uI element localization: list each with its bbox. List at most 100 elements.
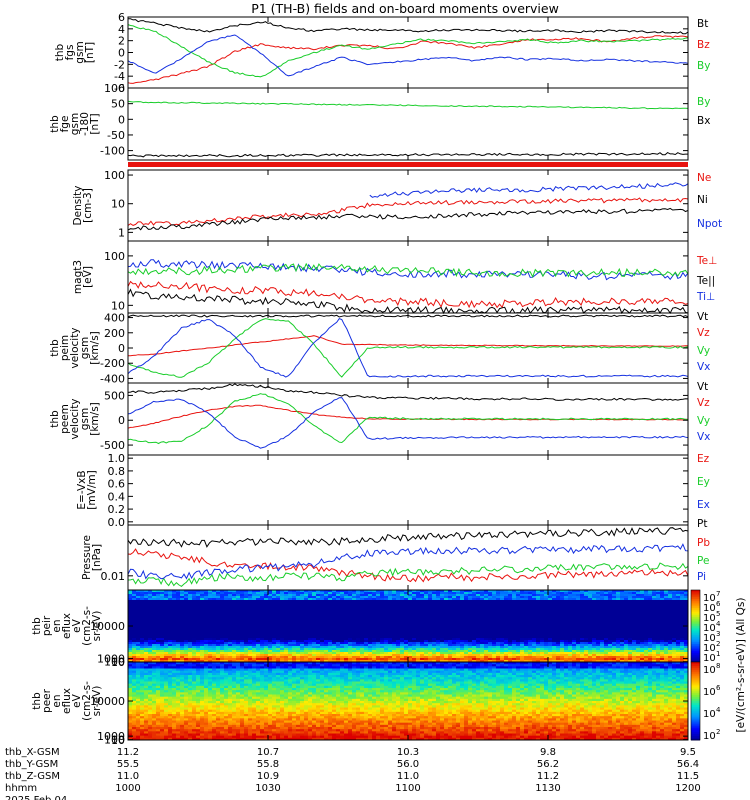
spectrogram-cell: [228, 646, 233, 649]
spectrogram-cell: [316, 604, 321, 607]
spectrogram-cell: [152, 650, 157, 653]
spectrogram-cell: [220, 604, 225, 607]
spectrogram-cell: [380, 660, 385, 663]
spectrogram-cell: [304, 614, 309, 617]
spectrogram-cell: [360, 604, 365, 607]
spectrogram-cell: [152, 626, 157, 629]
spectrogram-cell: [200, 624, 205, 627]
spectrogram-cell: [328, 642, 333, 645]
spectrogram-cell: [372, 618, 377, 621]
spectrogram-cell: [364, 598, 369, 601]
spectrogram-cell: [296, 652, 301, 655]
spectrogram-cell: [172, 622, 177, 625]
spectrogram-cell: [340, 618, 345, 621]
spectrogram-cell: [136, 612, 141, 615]
spectrogram-cell: [288, 602, 293, 605]
spectrogram-cell: [156, 624, 161, 627]
spectrogram-cell: [320, 642, 325, 645]
spectrogram-cell: [368, 642, 373, 645]
spectrogram-cell: [224, 598, 229, 601]
spectrogram-cell: [224, 646, 229, 649]
spectrogram-cell: [224, 600, 229, 603]
spectrogram-cell: [180, 654, 185, 657]
spectrogram-cell: [376, 646, 381, 649]
spectrogram-cell: [160, 614, 165, 617]
spectrogram-cell: [320, 612, 325, 615]
spectrogram-cell: [252, 630, 257, 633]
spectrogram-cell: [300, 630, 305, 633]
spectrogram-cell: [348, 616, 353, 619]
spectrogram-cell: [192, 640, 197, 643]
spectrogram-cell: [380, 598, 385, 601]
y-axis-label-line: [km/s]: [89, 402, 101, 436]
spectrogram-cell: [372, 610, 377, 613]
spectrogram-cell: [192, 596, 197, 599]
spectrogram-cell: [264, 622, 269, 625]
spectrogram-cell: [376, 604, 381, 607]
legend-Vy: Vy: [697, 345, 710, 357]
spectrogram-cell: [184, 600, 189, 603]
spectrogram-cell: [216, 618, 221, 621]
spectrogram-cell: [252, 608, 257, 611]
spectrogram-cell: [324, 616, 329, 619]
spectrogram-cell: [128, 602, 133, 605]
spectrogram-cell: [264, 640, 269, 643]
spectrogram-cell: [164, 618, 169, 621]
spectrogram-cell: [368, 594, 373, 597]
spectrogram-cell: [196, 600, 201, 603]
spectrogram-cell: [308, 646, 313, 649]
spectrogram-cell: [244, 640, 249, 643]
spectrogram-cell: [348, 644, 353, 647]
spectrogram-cell: [168, 598, 173, 601]
spectrogram-cell: [160, 594, 165, 597]
spectrogram-cell: [228, 638, 233, 641]
spectrogram-cell: [288, 622, 293, 625]
spectrogram-cell: [188, 650, 193, 653]
spectrogram-cell: [328, 632, 333, 635]
spectrogram-cell: [272, 650, 277, 653]
spectrogram-cell: [128, 600, 133, 603]
spectrogram-cell: [192, 630, 197, 633]
spectrogram-cell: [356, 626, 361, 629]
spectrogram-cell: [328, 604, 333, 607]
spectrogram-cell: [320, 608, 325, 611]
spectrogram-cell: [372, 636, 377, 639]
spectrogram-cell: [304, 658, 309, 661]
spectrogram-cell: [232, 594, 237, 597]
spectrogram-cell: [156, 606, 161, 609]
spectrogram-cell: [356, 606, 361, 609]
spectrogram-cell: [176, 628, 181, 631]
spectrogram-cell: [220, 616, 225, 619]
spectrogram-cell: [316, 660, 321, 663]
spectrogram-cell: [200, 620, 205, 623]
spectrogram-cell: [148, 632, 153, 635]
spectrogram-cell: [180, 626, 185, 629]
spectrogram-cell: [364, 646, 369, 649]
spectrogram-cell: [268, 646, 273, 649]
spectrogram-cell: [252, 656, 257, 659]
spectrogram-cell: [160, 648, 165, 651]
spectrogram-cell: [288, 606, 293, 609]
spectrogram-cell: [348, 590, 353, 593]
spectrogram-cell: [188, 646, 193, 649]
spectrogram-cell: [296, 636, 301, 639]
spectrogram-cell: [136, 606, 141, 609]
spectrogram-cell: [364, 654, 369, 657]
spectrogram-cell: [368, 620, 373, 623]
spectrogram-cell: [356, 602, 361, 605]
spectrogram-cell: [272, 610, 277, 613]
spectrogram-cell: [204, 620, 209, 623]
spectrogram-cell: [232, 600, 237, 603]
panels-group: 6420-2-4-6thbfgsgsm[nT]BtBzBy100500-50-1…: [31, 11, 747, 747]
spectrogram-cell: [356, 658, 361, 661]
spectrogram-cell: [304, 660, 309, 663]
spectrogram-cell: [364, 636, 369, 639]
spectrogram-cell: [364, 614, 369, 617]
spectrogram-cell: [132, 604, 137, 607]
spectrogram-cell: [292, 592, 297, 595]
spectrogram-cell: [164, 644, 169, 647]
spectrogram-cell: [268, 594, 273, 597]
spectrogram-cell: [380, 658, 385, 661]
spectrogram-cell: [152, 628, 157, 631]
spectrogram-cell: [140, 604, 145, 607]
